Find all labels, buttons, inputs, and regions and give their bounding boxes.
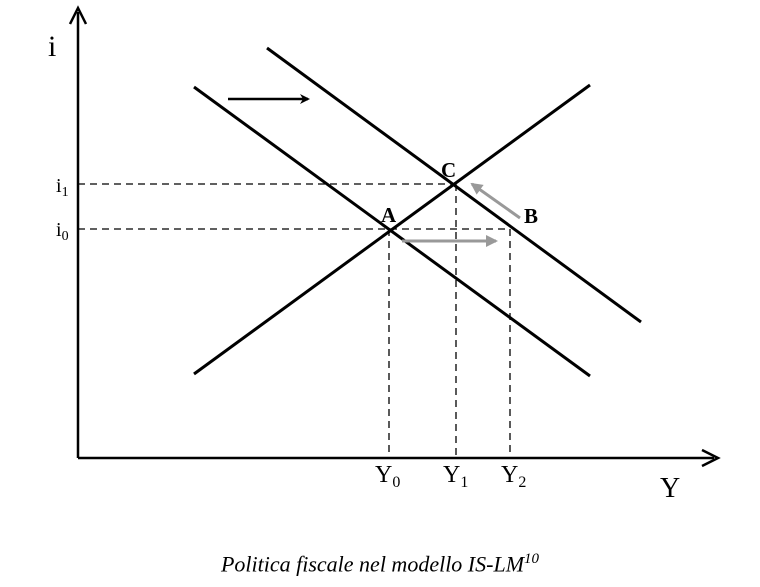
- point-a-label: A: [381, 203, 397, 227]
- figure-caption: Politica fiscale nel modello IS-LM10: [220, 551, 540, 577]
- gray-arrow-icon: [470, 182, 521, 220]
- caption-footnote: 10: [524, 551, 540, 567]
- x-axis-label: Y: [660, 473, 680, 504]
- point-b-label: B: [524, 204, 538, 228]
- y0-label: Y0: [375, 462, 400, 491]
- i0-label: i0: [56, 219, 69, 244]
- y1-label: Y1: [443, 462, 468, 491]
- y2-label: Y2: [501, 462, 526, 491]
- y-axis-label: i: [48, 30, 56, 63]
- is-curve-shifted: [266, 46, 642, 324]
- i1-label: i1: [56, 175, 69, 200]
- y-axis-arrowhead: [68, 5, 88, 25]
- is-curve-initial: [193, 85, 591, 378]
- x-axis-arrowhead: [701, 448, 721, 468]
- point-c-label: C: [441, 158, 456, 182]
